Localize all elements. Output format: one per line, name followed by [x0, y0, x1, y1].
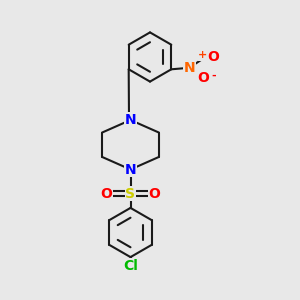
Text: O: O	[100, 187, 112, 200]
Text: S: S	[125, 187, 136, 200]
Text: O: O	[197, 71, 209, 85]
Text: N: N	[125, 113, 136, 127]
Text: N: N	[125, 163, 136, 176]
Text: -: -	[211, 70, 216, 80]
Text: +: +	[198, 50, 207, 60]
Text: N: N	[184, 61, 195, 75]
Text: O: O	[207, 50, 219, 64]
Text: O: O	[148, 187, 160, 200]
Text: Cl: Cl	[123, 259, 138, 272]
